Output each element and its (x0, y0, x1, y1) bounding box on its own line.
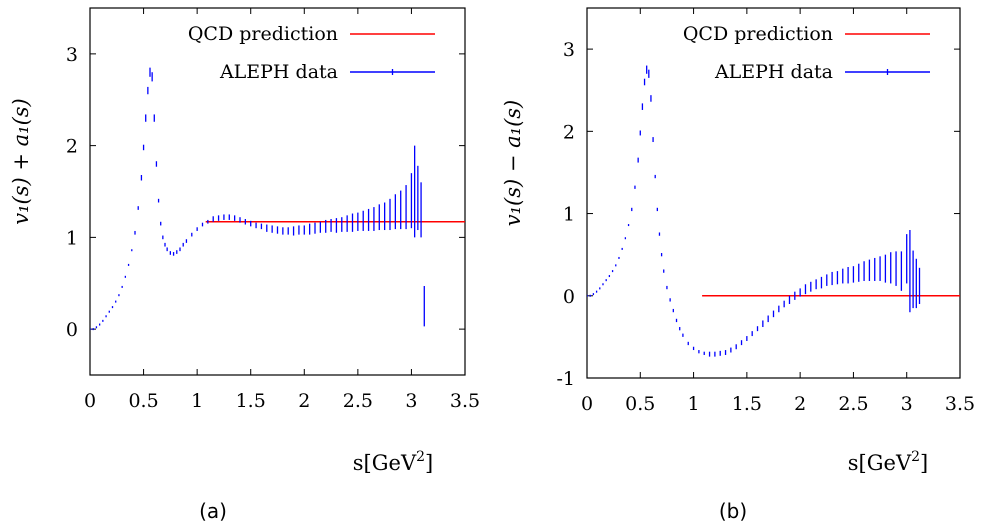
y-axis-label: v₁(s) − a₁(s) (501, 100, 525, 227)
x-tick-label: 2 (298, 390, 310, 412)
x-tick-label: 1.5 (732, 393, 762, 415)
x-tick-label: 3 (405, 390, 417, 412)
x-tick-label: 0.5 (625, 393, 655, 415)
x-tick-label: 2.5 (343, 390, 373, 412)
y-axis-label: v₁(s) + a₁(s) (9, 98, 33, 225)
data-layer (587, 65, 960, 357)
x-tick-label: 0 (581, 393, 593, 415)
y-tick-label: 0 (563, 286, 575, 308)
legend-label: ALEPH data (714, 61, 833, 83)
y-tick-label: 3 (66, 44, 78, 66)
chart-panel-a: 0 0.5 1 1.5 2 2.5 3 3.5 0 1 2 3 v₁(s) + a₁(s) s[GeV2]… (9, 7, 480, 475)
chart-panel-b: 0 0.5 1 1.5 2 2.5 3 3.5 -1 0 1 2 3 v₁(s) − a₁(s) s[GeV… (501, 7, 975, 475)
y-tick-label: 0 (66, 319, 78, 341)
panel-caption: (b) (719, 499, 747, 523)
legend-label: QCD prediction (188, 23, 338, 45)
x-axis-label: s[GeV2] (848, 449, 928, 475)
legend-label: QCD prediction (683, 23, 833, 45)
x-tick-label: 0.5 (128, 390, 158, 412)
x-tick-label: 2 (794, 393, 806, 415)
legend-label: ALEPH data (219, 61, 338, 83)
y-tick-label: 3 (563, 39, 575, 61)
x-axis-label: s[GeV2] (353, 449, 433, 475)
y-tick-label: 1 (66, 227, 78, 249)
y-tick-label: 1 (563, 204, 575, 226)
y-tick-label: -1 (556, 368, 575, 390)
x-tick-label: 1.5 (236, 390, 266, 412)
plot-frame (586, 7, 961, 379)
y-tick-label: 2 (66, 136, 78, 158)
x-tick-label: 3.5 (450, 390, 480, 412)
x-tick-label: 3.5 (945, 393, 975, 415)
x-tick-label: 0 (84, 390, 96, 412)
plot-frame (89, 7, 466, 376)
x-tick-label: 2.5 (838, 393, 868, 415)
y-tick-label: 2 (563, 121, 575, 143)
data-layer (90, 67, 465, 331)
x-tick-label: 1 (688, 393, 700, 415)
panel-caption: (a) (199, 499, 227, 523)
x-tick-label: 1 (191, 390, 203, 412)
x-tick-label: 3 (901, 393, 913, 415)
